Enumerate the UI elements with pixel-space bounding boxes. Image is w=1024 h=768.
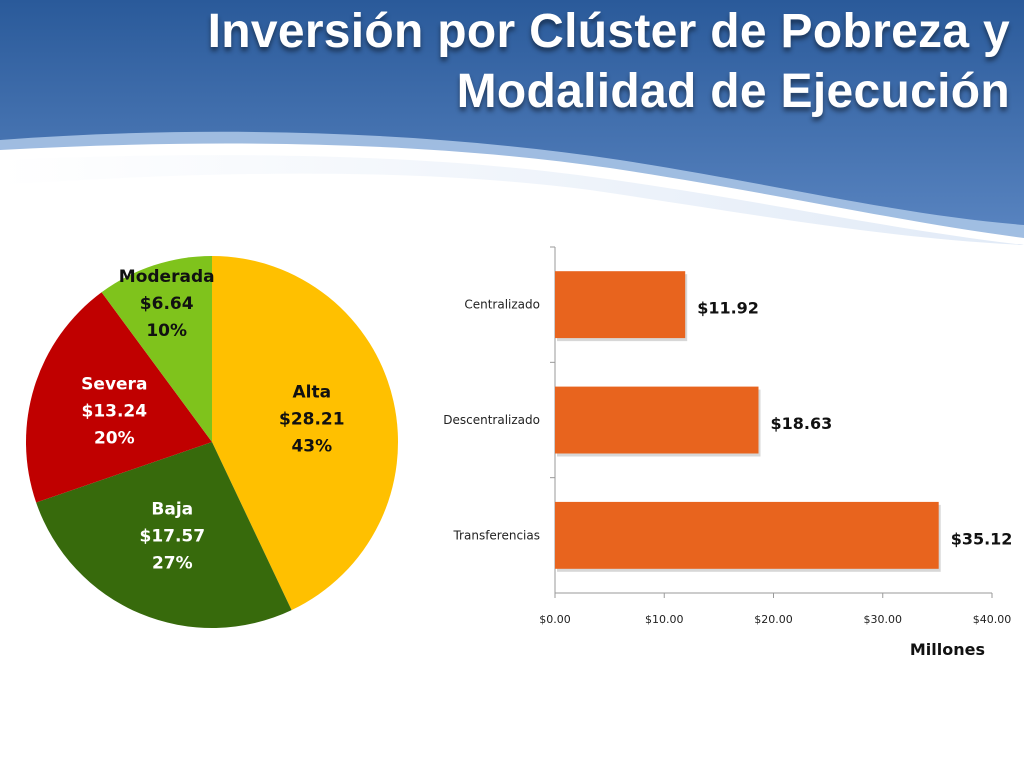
data-label-descentralizado: $18.63 <box>771 414 833 433</box>
bar-transferencias <box>555 501 939 569</box>
pie-slice-alta <box>212 256 399 611</box>
pie-slice-baja <box>36 442 292 629</box>
x-tick-label: $10.00 <box>645 613 684 626</box>
pie-slice-moderada <box>101 256 212 442</box>
pie-label-alta: Alta $28.21 43% <box>279 383 345 457</box>
page-title: Inversión por Clúster de Pobreza y Modal… <box>10 2 1010 122</box>
bar-descentralizado <box>555 386 759 454</box>
data-label-centralizado: $11.92 <box>697 299 759 318</box>
category-label-transferencias: Transferencias <box>452 528 540 542</box>
category-label-descentralizado: Descentralizado <box>443 413 540 427</box>
banner-background <box>0 0 1024 245</box>
pie-label-severa: Severa $13.24 20% <box>81 375 147 449</box>
page-title-line-2: Modalidad de Ejecución <box>456 65 1010 118</box>
banner-wave-light <box>0 131 1024 245</box>
x-tick-label: $0.00 <box>539 613 571 626</box>
banner-wave-highlight <box>0 155 1024 245</box>
x-tick-label: $20.00 <box>754 613 793 626</box>
x-axis-label: Millones <box>910 640 985 659</box>
banner-wave-white <box>0 143 1024 245</box>
page-title-line-1: Inversión por Clúster de Pobreza y <box>207 5 1010 58</box>
x-tick-label: $40.00 <box>973 613 1012 626</box>
pie-slice-severa <box>25 292 213 503</box>
x-tick-label: $30.00 <box>864 613 903 626</box>
pie-chart: Alta $28.21 43% Baja $17.57 27% Severa $13.24 20… <box>25 256 399 629</box>
pie-label-baja: Baja $17.57 27% <box>139 499 205 573</box>
header-banner <box>0 0 1024 245</box>
pie-label-moderada: Moderada $6.64 10% <box>119 267 215 341</box>
bar-chart: Centralizado $11.92 Descentralizado $18.63 T… <box>443 246 1013 659</box>
bar-centralizado <box>555 271 686 339</box>
category-label-centralizado: Centralizado <box>464 298 540 312</box>
data-label-transferencias: $35.12 <box>951 529 1013 548</box>
